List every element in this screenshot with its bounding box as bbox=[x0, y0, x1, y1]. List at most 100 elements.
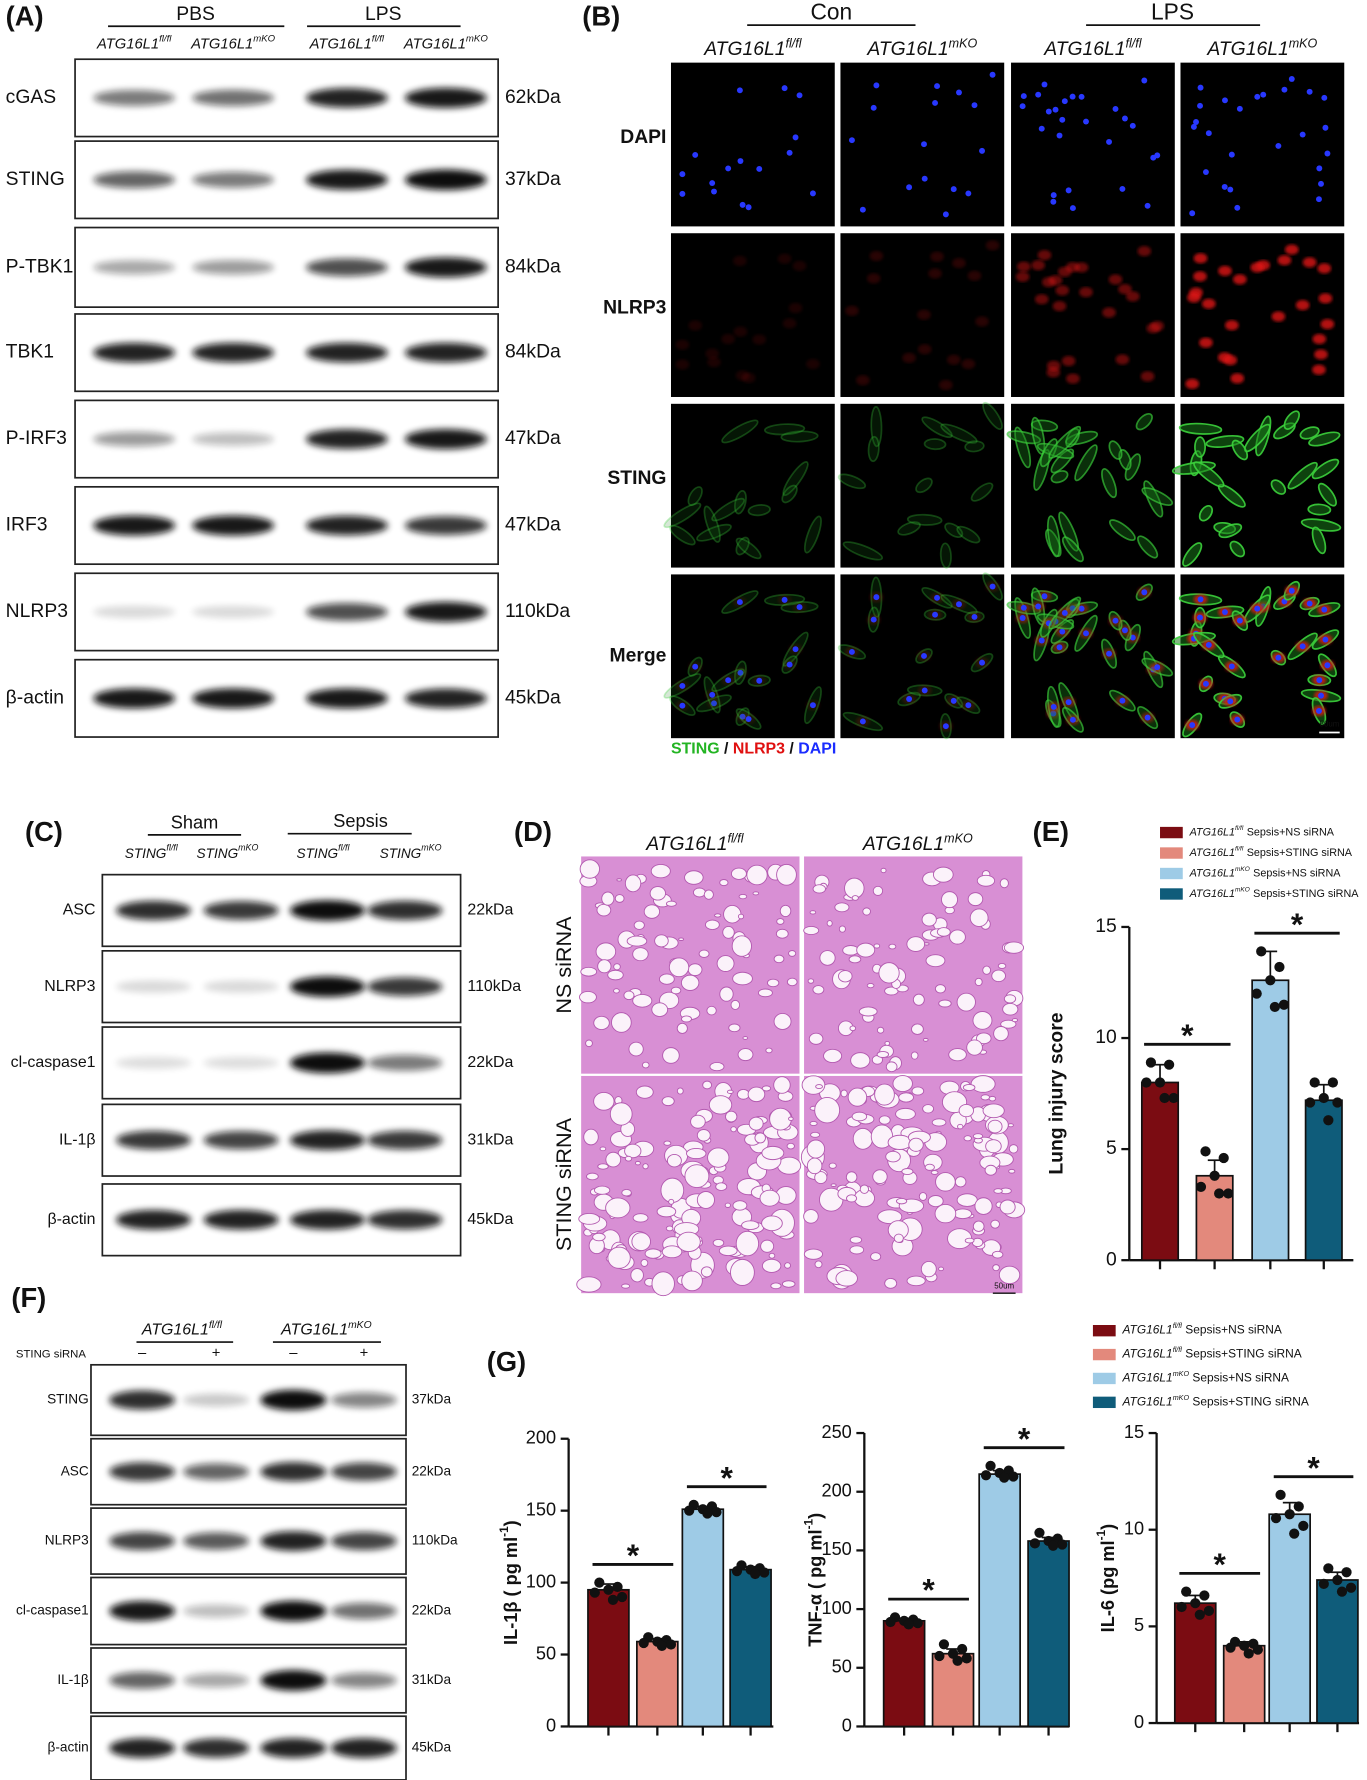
row-label: STING bbox=[607, 468, 666, 489]
data-point bbox=[1252, 1644, 1263, 1655]
nucleus bbox=[1144, 202, 1151, 209]
band bbox=[183, 1738, 250, 1758]
significance-label: * bbox=[1018, 1420, 1031, 1456]
alveolus bbox=[709, 1062, 725, 1072]
column-label: ATG16L1mKO bbox=[190, 33, 276, 52]
nucleus bbox=[1275, 142, 1282, 149]
alveolus bbox=[601, 891, 615, 906]
band bbox=[330, 1532, 397, 1551]
y-axis-title: IL-6 (pg ml-1) bbox=[1094, 1524, 1118, 1633]
nucleus bbox=[870, 616, 877, 623]
y-tick-label: 150 bbox=[821, 1539, 851, 1559]
alveolus bbox=[1000, 1019, 1017, 1029]
alveolus bbox=[644, 1248, 662, 1259]
data-point bbox=[1278, 999, 1290, 1010]
nucleus bbox=[736, 87, 743, 94]
bar bbox=[931, 1652, 975, 1728]
alveolus bbox=[593, 1091, 615, 1111]
alveolus bbox=[698, 949, 710, 958]
alveolus bbox=[585, 1039, 593, 1048]
cell-nlrp3 bbox=[1199, 337, 1213, 348]
nucleus bbox=[942, 211, 949, 218]
size-label: 31kDa bbox=[412, 1672, 452, 1687]
alveolus bbox=[851, 895, 859, 901]
band bbox=[404, 342, 487, 363]
label-base: ATG16L1 bbox=[1206, 39, 1288, 60]
cell-sting bbox=[687, 486, 703, 507]
cell-sting bbox=[939, 542, 952, 569]
data-point bbox=[1218, 1152, 1229, 1164]
micrograph bbox=[670, 62, 835, 227]
band bbox=[404, 601, 487, 622]
data-point bbox=[711, 1506, 722, 1518]
alveolus bbox=[980, 1094, 991, 1101]
nucleus bbox=[1202, 680, 1209, 687]
size-label: 37kDa bbox=[505, 169, 561, 190]
data-point bbox=[612, 1581, 623, 1593]
cell-sting bbox=[781, 484, 798, 504]
nucleus bbox=[965, 190, 972, 197]
label-sup: fl/fl bbox=[372, 33, 385, 44]
alveolus bbox=[704, 919, 720, 930]
cell-sting bbox=[1014, 426, 1032, 469]
data-point bbox=[1332, 1097, 1343, 1108]
column-label: STINGmKO bbox=[380, 843, 442, 861]
alveolus bbox=[747, 1086, 766, 1103]
alveolus bbox=[859, 1184, 870, 1194]
data-point bbox=[1323, 1115, 1334, 1126]
row-label: cl-caspase1 bbox=[16, 1603, 89, 1618]
alveolus bbox=[990, 1219, 1000, 1229]
data-point bbox=[1243, 1648, 1254, 1659]
y-tick-label: 50 bbox=[536, 1643, 556, 1663]
nucleus bbox=[1112, 105, 1119, 112]
bar bbox=[1222, 1644, 1266, 1724]
cell-nlrp3 bbox=[741, 372, 756, 383]
alveolus bbox=[1011, 1018, 1019, 1023]
nucleus bbox=[679, 171, 686, 178]
panel-label: (B) bbox=[582, 0, 620, 31]
alveolus bbox=[842, 945, 860, 956]
nucleus bbox=[1306, 600, 1313, 607]
cell-sting bbox=[906, 513, 943, 526]
alveolus bbox=[624, 1155, 633, 1162]
alveolus bbox=[730, 999, 741, 1010]
band bbox=[203, 980, 279, 993]
title-end: ) bbox=[501, 1520, 521, 1526]
alveolus bbox=[623, 990, 635, 1001]
nucleus bbox=[1050, 198, 1057, 205]
data-point bbox=[684, 1505, 695, 1516]
data-point bbox=[1190, 1598, 1201, 1609]
treatment-label: STING siRNA bbox=[16, 1349, 86, 1361]
band bbox=[260, 1462, 327, 1482]
alveolus bbox=[649, 886, 666, 901]
cell-nlrp3 bbox=[866, 273, 881, 284]
band bbox=[330, 1738, 397, 1758]
alveolus bbox=[712, 1238, 725, 1247]
alveolus bbox=[892, 1075, 913, 1093]
alveolus bbox=[670, 986, 682, 995]
legend-name: Sepsis+NS siRNA bbox=[1247, 826, 1335, 838]
alveolus bbox=[633, 920, 645, 930]
band bbox=[203, 1131, 279, 1150]
cell-nlrp3 bbox=[1034, 294, 1049, 305]
row-label: P-IRF3 bbox=[6, 428, 67, 449]
data-point bbox=[1275, 1489, 1286, 1501]
alveolus bbox=[923, 942, 930, 946]
cell-sting bbox=[1311, 458, 1340, 480]
data-point bbox=[1336, 1586, 1348, 1597]
size-label: 22kDa bbox=[412, 1603, 452, 1618]
nucleus bbox=[1154, 152, 1161, 159]
label-base: ATG16L1 bbox=[703, 39, 785, 60]
significance-label: * bbox=[627, 1537, 640, 1573]
nucleus bbox=[1299, 643, 1306, 650]
alveolus bbox=[605, 1151, 622, 1168]
band bbox=[404, 516, 487, 535]
band bbox=[116, 1056, 192, 1069]
cell-sting bbox=[1006, 430, 1042, 445]
alveolus bbox=[654, 934, 669, 948]
alveolus bbox=[962, 1083, 976, 1092]
cell-nlrp3 bbox=[688, 320, 703, 331]
alveolus bbox=[912, 993, 925, 1006]
alveolus bbox=[812, 884, 827, 894]
nucleus bbox=[809, 702, 816, 709]
